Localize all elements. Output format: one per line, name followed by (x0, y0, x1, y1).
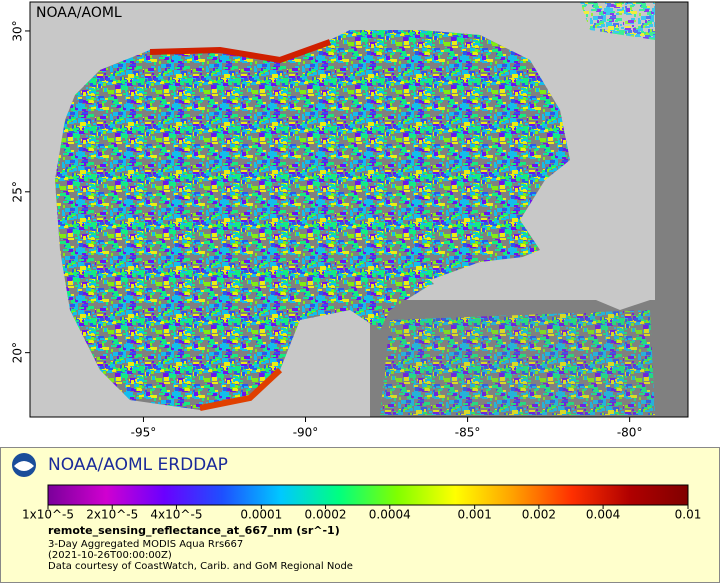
coastal-high (199, 367, 283, 411)
footer (0, 447, 720, 583)
variable-name: remote_sensing_reflectance_at_667_nm (sr… (48, 524, 340, 537)
logo-bird (14, 461, 34, 471)
colorbar-tick-label: 0.0001 (240, 508, 282, 522)
map-frame (29, 1, 689, 418)
colorbar-tick-label: 0.004 (586, 508, 620, 522)
colorbar-tick-label: 4x10^-5 (150, 508, 202, 522)
lon-tick-label: -90° (293, 426, 319, 440)
info-line: (2021-10-26T00:00:00Z) (48, 550, 172, 561)
lat-tick-label: 30° (10, 20, 24, 41)
colorbar-tick-label: 0.001 (457, 508, 491, 522)
lon-tick-label: -85° (455, 426, 481, 440)
lon-tick-label: -95° (131, 426, 157, 440)
reflectance-data (55, 30, 570, 410)
lat-tick-label: 20° (11, 342, 25, 363)
colorbar (47, 484, 689, 506)
colorbar-tick-label: 0.0004 (369, 508, 411, 522)
info-line: 3-Day Aggregated MODIS Aqua Rrs667 (48, 539, 243, 550)
footer-title: NOAA/AOML ERDDAP (48, 455, 228, 475)
colorbar-tick-label: 0.002 (522, 508, 556, 522)
reflectance-data (380, 2, 655, 415)
colorbar-tick-label: 1x10^-5 (22, 508, 74, 522)
watermark: NOAA/AOML (36, 5, 122, 21)
colorbar-tick-label: 2x10^-5 (86, 508, 138, 522)
lat-tick-label: 25° (11, 181, 25, 202)
colorbar-tick-label: 0.01 (675, 508, 702, 522)
coastal-high (149, 39, 332, 64)
map: NOAA/AOML (29, 1, 689, 418)
lon-tick-label: -80° (617, 426, 643, 440)
colorbar-tick-label: 0.0002 (305, 508, 347, 522)
info-line: Data courtesy of CoastWatch, Carib. and … (48, 561, 353, 572)
cuba (430, 255, 650, 310)
